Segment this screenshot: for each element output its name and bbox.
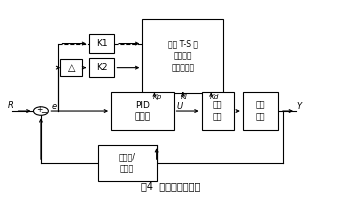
FancyBboxPatch shape [89,59,115,77]
Text: 传感器/
变送器: 传感器/ 变送器 [119,153,135,174]
Text: e: e [51,102,56,111]
Text: Y: Y [296,102,301,111]
Text: PID
控制器: PID 控制器 [134,101,150,121]
Text: Kd: Kd [210,94,219,100]
FancyBboxPatch shape [89,34,115,53]
Text: −: − [40,108,48,117]
Text: R: R [8,101,13,110]
Text: +: + [36,105,42,114]
Text: U: U [176,102,183,111]
FancyBboxPatch shape [111,92,173,130]
Text: K2: K2 [96,63,107,72]
Text: Kp: Kp [153,94,162,100]
Text: Ki: Ki [181,94,188,100]
FancyBboxPatch shape [97,145,157,181]
FancyBboxPatch shape [142,20,223,93]
FancyBboxPatch shape [201,92,234,130]
FancyBboxPatch shape [60,59,82,76]
Text: K1: K1 [96,39,107,48]
Circle shape [34,107,48,115]
Text: 图4  控制系统结构图: 图4 控制系统结构图 [141,181,201,191]
Text: 调节
机构: 调节 机构 [213,101,222,121]
Text: 空调
对象: 空调 对象 [256,101,265,121]
Text: △: △ [68,63,75,73]
FancyBboxPatch shape [243,92,278,130]
Text: 基于 T-S 型
模糊神经
网络控制器: 基于 T-S 型 模糊神经 网络控制器 [168,40,198,72]
